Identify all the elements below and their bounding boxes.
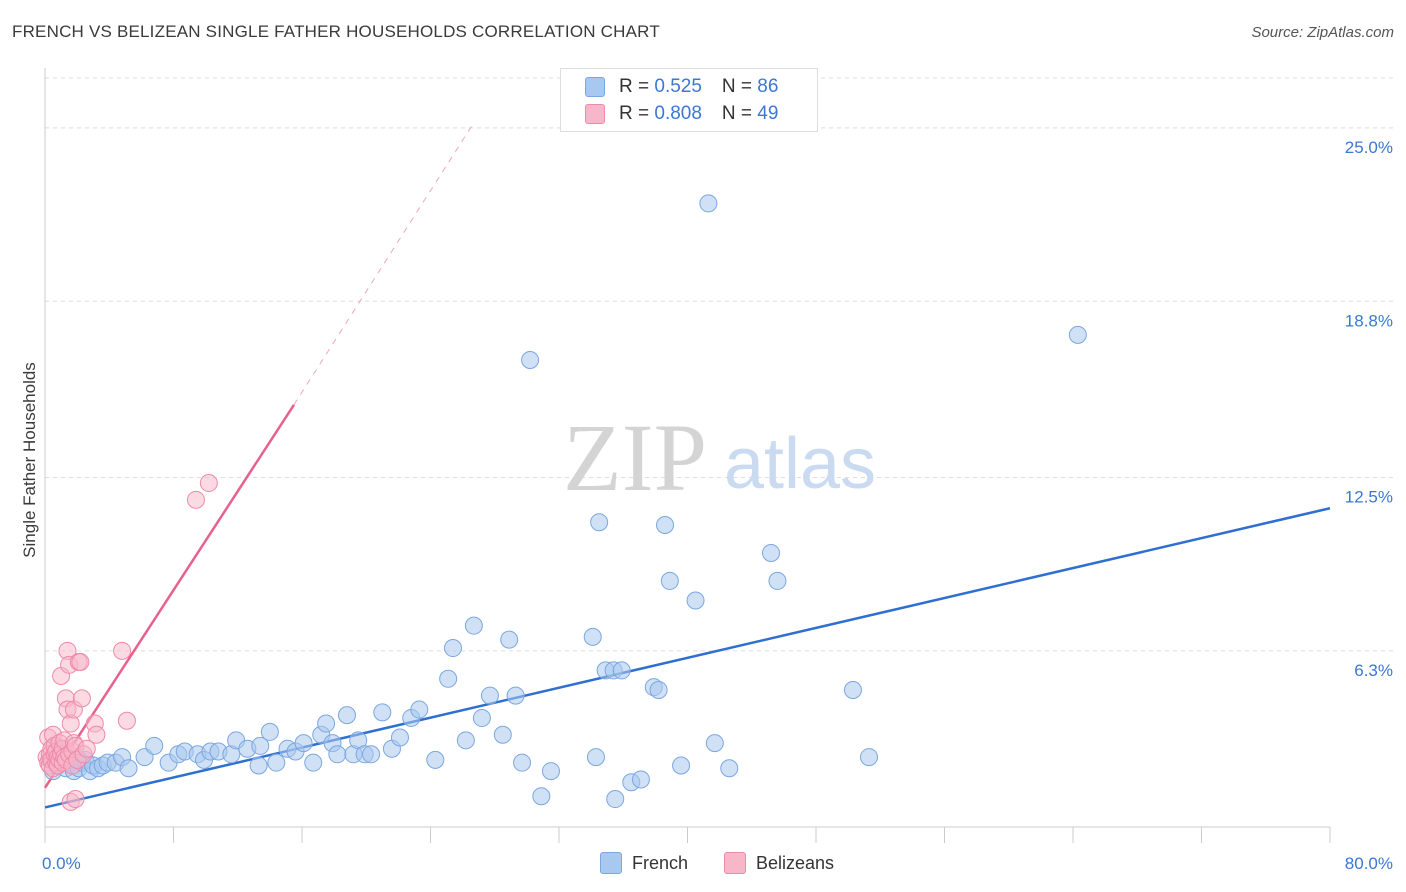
x-tick-label-min: 0.0% [42, 854, 81, 873]
belizeans-r-value: 0.808 [654, 103, 702, 124]
french-point [606, 790, 625, 809]
belizeans-point [186, 490, 205, 509]
french-point [686, 591, 705, 610]
belizeans-point [66, 790, 85, 809]
french-point [456, 731, 475, 750]
chart-title: FRENCH VS BELIZEAN SINGLE FATHER HOUSEHO… [12, 22, 660, 41]
french-point [439, 669, 458, 688]
french-legend-icon [600, 852, 622, 874]
french-point [480, 686, 499, 705]
legend-row-belizeans: R = 0.808 N = 49 [585, 102, 778, 126]
french-point [768, 571, 787, 590]
french-r-value: 0.525 [654, 76, 702, 97]
belizeans-point [113, 641, 132, 660]
belizeans-n-label: N = [721, 103, 758, 124]
french-point [443, 639, 462, 658]
french-point [251, 736, 270, 755]
belizeans-point [199, 474, 218, 493]
french-point [649, 680, 668, 699]
legend-item-french[interactable]: French [600, 852, 688, 874]
belizeans-point [117, 711, 136, 730]
french-point [1068, 325, 1087, 344]
y-tick-label: 12.5% [1345, 487, 1393, 506]
french-point [410, 700, 429, 719]
french-point [860, 748, 879, 767]
french-point [660, 571, 679, 590]
belizeans-point [77, 739, 96, 758]
french-point [362, 745, 381, 764]
french-point [532, 787, 551, 806]
french-point [612, 661, 631, 680]
gridlines [45, 77, 1395, 652]
source-credit: Source: ZipAtlas.com [1251, 24, 1394, 41]
french-point [500, 630, 519, 649]
french-point [317, 714, 336, 733]
belizeans-legend-icon [724, 852, 746, 874]
tick-labels: 6.3% 12.5% 18.8% 25.0% 0.0% 80.0% [42, 138, 1393, 873]
belizeans-swatch-icon [585, 104, 605, 124]
legend-row-french: R = 0.525 N = 86 [585, 75, 778, 99]
french-point [590, 513, 609, 532]
french-point [267, 753, 286, 772]
french-point [843, 680, 862, 699]
french-point [586, 748, 605, 767]
belizeans-trendline-extension [293, 124, 473, 406]
french-point [249, 756, 268, 775]
french-legend-label: French [632, 852, 689, 873]
french-point [426, 750, 445, 769]
belizeans-point [71, 653, 90, 672]
french-point [705, 734, 724, 753]
french-point [472, 708, 491, 727]
y-tick-label: 6.3% [1354, 661, 1393, 680]
french-point [631, 770, 650, 789]
french-point [328, 745, 347, 764]
french-point [119, 759, 138, 778]
french-point [521, 351, 540, 370]
belizeans-point [87, 725, 106, 744]
french-point [762, 543, 781, 562]
y-tick-label: 18.8% [1345, 311, 1393, 330]
french-point [373, 703, 392, 722]
french-point [583, 627, 602, 646]
data-points [37, 194, 1087, 811]
french-point [699, 194, 718, 213]
belizeans-legend-label: Belizeans [756, 852, 835, 873]
french-point [506, 686, 525, 705]
french-point [513, 753, 532, 772]
x-tick-label-max: 80.0% [1345, 854, 1393, 873]
axes [44, 68, 1331, 843]
french-point [304, 753, 323, 772]
watermark-zip: ZIP [563, 404, 707, 511]
french-point [145, 736, 164, 755]
french-point [464, 616, 483, 635]
french-swatch-icon [585, 77, 605, 97]
french-point [337, 706, 356, 725]
french-n-label: N = [721, 76, 758, 97]
y-tick-label: 25.0% [1345, 138, 1393, 157]
belizeans-trendline [43, 404, 296, 789]
french-point [294, 734, 313, 753]
french-r-label: R = [619, 76, 655, 97]
french-point [720, 759, 739, 778]
french-point [493, 725, 512, 744]
french-point [390, 728, 409, 747]
french-point [541, 762, 560, 781]
french-point [672, 756, 691, 775]
french-point [656, 516, 675, 534]
watermark: ZIP atlas [563, 404, 876, 511]
correlation-legend: R = 0.525 N = 86 R = 0.808 N = 49 [560, 68, 818, 132]
french-n-value: 86 [757, 76, 779, 97]
watermark-atlas: atlas [724, 424, 876, 504]
legend-item-belizeans[interactable]: Belizeans [724, 852, 834, 874]
series-legend: French Belizeans [0, 852, 1406, 878]
belizeans-n-value: 49 [757, 103, 779, 124]
belizeans-r-label: R = [619, 103, 655, 124]
belizeans-point [72, 689, 91, 708]
french-point [260, 722, 279, 741]
